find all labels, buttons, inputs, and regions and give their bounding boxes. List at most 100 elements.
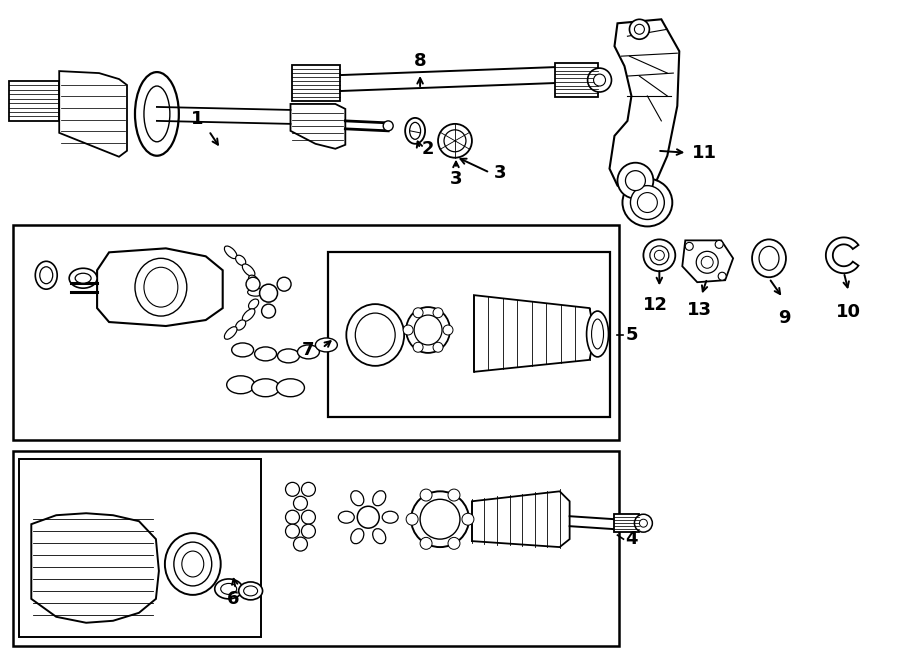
Ellipse shape (351, 490, 364, 506)
Ellipse shape (238, 582, 263, 600)
Text: 6: 6 (227, 590, 239, 608)
Circle shape (420, 489, 432, 501)
Circle shape (246, 277, 260, 291)
Ellipse shape (759, 247, 779, 270)
Circle shape (413, 342, 423, 352)
Circle shape (285, 524, 300, 538)
Circle shape (357, 506, 379, 528)
Circle shape (433, 342, 443, 352)
Ellipse shape (420, 499, 460, 539)
Ellipse shape (654, 251, 664, 260)
Ellipse shape (236, 255, 246, 265)
Ellipse shape (587, 311, 608, 357)
Polygon shape (97, 249, 222, 326)
Ellipse shape (220, 584, 237, 594)
Circle shape (293, 496, 308, 510)
Text: 3: 3 (494, 164, 507, 182)
Ellipse shape (135, 258, 187, 316)
Circle shape (629, 19, 650, 39)
Circle shape (293, 537, 308, 551)
Circle shape (302, 524, 315, 538)
Ellipse shape (382, 511, 398, 524)
Circle shape (413, 308, 423, 318)
Polygon shape (291, 104, 346, 149)
Ellipse shape (174, 542, 212, 586)
Ellipse shape (165, 533, 220, 595)
Polygon shape (59, 71, 127, 157)
Circle shape (302, 483, 315, 496)
Circle shape (443, 325, 453, 335)
Ellipse shape (242, 309, 255, 321)
Ellipse shape (752, 239, 786, 277)
Text: 4: 4 (626, 530, 638, 548)
Circle shape (285, 483, 300, 496)
Text: 13: 13 (687, 301, 712, 319)
Ellipse shape (244, 586, 257, 596)
Ellipse shape (650, 246, 669, 265)
Polygon shape (472, 491, 570, 547)
Text: 10: 10 (836, 303, 861, 321)
Circle shape (383, 121, 393, 131)
Text: 9: 9 (778, 309, 790, 327)
Ellipse shape (630, 186, 664, 219)
Circle shape (716, 241, 724, 249)
Ellipse shape (338, 511, 355, 524)
Circle shape (403, 325, 413, 335)
Circle shape (588, 68, 611, 92)
Ellipse shape (637, 192, 657, 212)
Polygon shape (474, 295, 595, 372)
Ellipse shape (351, 529, 364, 544)
Circle shape (639, 519, 647, 527)
Ellipse shape (701, 256, 713, 268)
Ellipse shape (69, 268, 97, 288)
Ellipse shape (231, 343, 254, 357)
Ellipse shape (298, 345, 320, 359)
Circle shape (285, 510, 300, 524)
Bar (292, 65, 340, 101)
Bar (14, 451, 619, 646)
Ellipse shape (315, 338, 338, 352)
Circle shape (626, 171, 645, 190)
Circle shape (406, 513, 419, 525)
Polygon shape (826, 237, 859, 273)
Circle shape (259, 284, 277, 302)
Ellipse shape (144, 267, 178, 307)
Ellipse shape (224, 327, 237, 339)
Bar (14, 225, 619, 440)
Ellipse shape (373, 529, 386, 544)
Circle shape (685, 243, 693, 251)
Polygon shape (609, 19, 680, 196)
Bar (554, 63, 598, 97)
Ellipse shape (215, 579, 243, 599)
Text: 1: 1 (191, 110, 203, 128)
Ellipse shape (406, 307, 450, 353)
Ellipse shape (135, 72, 179, 156)
Circle shape (718, 272, 726, 280)
Ellipse shape (411, 491, 469, 547)
Ellipse shape (623, 178, 672, 227)
Bar (19, 459, 261, 637)
Ellipse shape (252, 379, 280, 397)
Circle shape (277, 277, 291, 291)
Ellipse shape (236, 320, 246, 330)
Circle shape (634, 514, 652, 532)
Ellipse shape (144, 86, 170, 142)
Ellipse shape (248, 288, 264, 296)
Ellipse shape (227, 376, 255, 394)
Ellipse shape (346, 304, 404, 366)
Text: 8: 8 (414, 52, 427, 70)
Circle shape (462, 513, 474, 525)
Ellipse shape (255, 347, 276, 361)
Ellipse shape (276, 379, 304, 397)
Ellipse shape (697, 251, 718, 273)
Ellipse shape (410, 122, 420, 139)
Circle shape (594, 74, 606, 86)
Ellipse shape (644, 239, 675, 271)
Ellipse shape (76, 273, 91, 283)
Ellipse shape (444, 130, 466, 152)
Circle shape (634, 24, 644, 34)
Circle shape (420, 537, 432, 549)
Ellipse shape (277, 349, 300, 363)
Text: 5: 5 (626, 326, 638, 344)
Circle shape (448, 537, 460, 549)
